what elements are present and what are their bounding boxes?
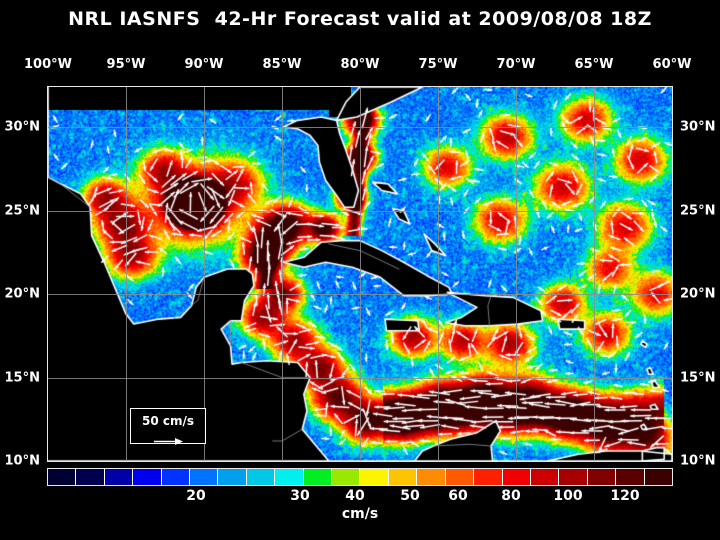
lat-tick-label: 25°N bbox=[4, 203, 40, 219]
colorbar-swatch bbox=[246, 469, 276, 485]
arrow-right-icon bbox=[153, 431, 183, 450]
colorbar-tick-label: 40 bbox=[345, 488, 365, 504]
colorbar-swatch bbox=[104, 469, 134, 485]
lon-tick-label: 60°W bbox=[652, 57, 692, 72]
colorbar-swatch bbox=[190, 469, 219, 485]
colorbar-swatch bbox=[332, 469, 361, 485]
colorbar-swatch bbox=[76, 469, 105, 485]
colorbar-swatch bbox=[417, 469, 446, 485]
colorbar-swatch bbox=[474, 469, 503, 485]
colorbar-swatch bbox=[559, 469, 588, 485]
grid-line-horizontal bbox=[48, 294, 672, 295]
page-title: NRL IASNFS 42-Hr Forecast valid at 2009/… bbox=[68, 8, 652, 30]
colorbar-tick-label: 60 bbox=[448, 488, 468, 504]
colorbar-swatch bbox=[133, 469, 162, 485]
grid-line-horizontal bbox=[48, 127, 672, 128]
colorbar-swatch bbox=[445, 469, 475, 485]
colorbar-tick-label: 120 bbox=[610, 488, 640, 504]
longitude-axis: 100°W 95°W 90°W 85°W 80°W 75°W 70°W 65°W 60°W bbox=[0, 57, 720, 73]
grid-line-vertical bbox=[282, 87, 283, 461]
grid-line-horizontal bbox=[48, 211, 672, 212]
colorbar-swatch bbox=[530, 469, 560, 485]
grid-line-vertical bbox=[594, 87, 595, 461]
colorbar bbox=[47, 468, 673, 486]
colorbar-swatch bbox=[48, 469, 77, 485]
lon-tick-label: 80°W bbox=[340, 57, 380, 72]
lat-tick-label: 20°N bbox=[680, 286, 716, 302]
colorbar-swatch bbox=[388, 469, 418, 485]
scale-legend-box: 50 cm/s bbox=[130, 408, 206, 445]
colorbar-swatch bbox=[502, 469, 531, 485]
lat-tick-label: 20°N bbox=[4, 286, 40, 302]
colorbar-swatch bbox=[360, 469, 389, 485]
colorbar-tick-label: 80 bbox=[501, 488, 521, 504]
colorbar-tick-label: 100 bbox=[553, 488, 583, 504]
lat-tick-label: 10°N bbox=[4, 453, 40, 469]
grid-line-vertical bbox=[438, 87, 439, 461]
colorbar-swatch bbox=[218, 469, 247, 485]
scale-legend-label: 50 cm/s bbox=[141, 414, 195, 428]
colorbar-tick-label: 20 bbox=[186, 488, 206, 504]
grid-line-vertical bbox=[126, 87, 127, 461]
lon-tick-label: 70°W bbox=[496, 57, 536, 72]
lat-tick-label: 15°N bbox=[680, 370, 716, 386]
grid-line-vertical bbox=[360, 87, 361, 461]
grid-line-vertical bbox=[516, 87, 517, 461]
colorbar-swatch bbox=[587, 469, 617, 485]
colorbar-unit-label: cm/s bbox=[341, 506, 379, 522]
lon-tick-label: 90°W bbox=[184, 57, 224, 72]
colorbar-tick-label: 30 bbox=[290, 488, 310, 504]
colorbar-tick-label: 50 bbox=[400, 488, 420, 504]
colorbar-swatch bbox=[644, 469, 672, 485]
lon-tick-label: 65°W bbox=[574, 57, 614, 72]
lat-tick-label: 25°N bbox=[680, 203, 716, 219]
grid-line-vertical bbox=[204, 87, 205, 461]
lon-tick-label: 95°W bbox=[106, 57, 146, 72]
colorbar-swatch bbox=[161, 469, 191, 485]
lat-tick-label: 30°N bbox=[680, 119, 716, 135]
lat-tick-label: 30°N bbox=[4, 119, 40, 135]
lat-tick-label: 10°N bbox=[680, 453, 716, 469]
lon-tick-label: 85°W bbox=[262, 57, 302, 72]
lon-tick-label: 100°W bbox=[24, 57, 72, 72]
lat-tick-label: 15°N bbox=[4, 370, 40, 386]
lon-tick-label: 75°W bbox=[418, 57, 458, 72]
colorbar-swatch bbox=[303, 469, 333, 485]
colorbar-swatch bbox=[275, 469, 304, 485]
colorbar-swatch bbox=[616, 469, 645, 485]
grid-line-horizontal bbox=[48, 378, 672, 379]
map-plot-area: Surface Current 50 cm/s bbox=[47, 86, 673, 462]
